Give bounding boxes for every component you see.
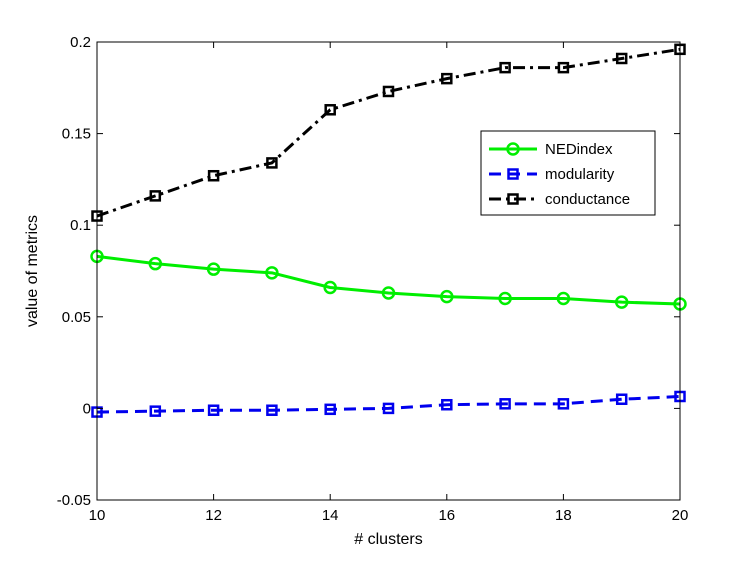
series-line xyxy=(96,47,681,218)
data-point-marker xyxy=(498,291,512,306)
data-point-marker xyxy=(557,61,570,74)
legend: NEDindex modularity conductance xyxy=(480,130,656,216)
y-tick-label: 0.15 xyxy=(62,126,91,143)
legend-label: NEDindex xyxy=(545,141,613,158)
legend-marker xyxy=(507,193,519,205)
data-point-marker xyxy=(148,256,163,271)
data-point-marker xyxy=(382,402,395,415)
data-point-marker xyxy=(207,169,220,182)
data-point-marker xyxy=(441,398,453,411)
legend-entry: conductance xyxy=(489,191,630,208)
plot-area-frame xyxy=(96,41,681,501)
data-point-marker xyxy=(499,61,511,74)
legend-entry: modularity xyxy=(489,166,615,183)
legend-label: conductance xyxy=(545,191,630,208)
data-point-marker xyxy=(206,262,221,276)
series-layer xyxy=(90,43,687,418)
y-tick-label: -0.05 xyxy=(57,492,91,509)
series-line xyxy=(96,394,681,414)
legend-entry: NEDindex xyxy=(489,141,613,158)
legend-label: modularity xyxy=(545,166,615,183)
data-point-marker xyxy=(149,190,162,202)
data-point-marker xyxy=(499,398,511,410)
y-tick-label: 0.1 xyxy=(70,217,91,234)
x-tick-label: 12 xyxy=(205,507,222,524)
x-tick-label: 14 xyxy=(322,507,339,524)
data-point-marker xyxy=(614,295,629,309)
data-point-marker xyxy=(381,286,396,300)
x-axis-label: # clusters xyxy=(354,531,422,548)
data-point-marker xyxy=(440,289,454,304)
data-point-marker xyxy=(615,393,628,405)
data-point-marker xyxy=(441,72,453,85)
data-point-marker xyxy=(266,404,278,416)
y-tick-label: 0 xyxy=(83,400,91,417)
data-point-marker xyxy=(265,266,279,280)
data-point-marker xyxy=(556,291,571,306)
x-tick-label: 10 xyxy=(89,507,106,524)
axis-ticks: 10 12 14 16 18 20 -0.05 0 0.05 0.1 0.15 0.2 xyxy=(57,34,689,524)
y-axis-label: value of metrics xyxy=(24,215,41,327)
data-point-marker xyxy=(266,157,278,169)
y-tick-label: 0.2 xyxy=(70,34,91,51)
data-point-marker xyxy=(382,85,395,98)
data-point-marker xyxy=(323,280,337,295)
series-nedindex xyxy=(90,249,687,311)
data-point-marker xyxy=(557,398,570,410)
data-point-marker xyxy=(324,403,336,416)
data-point-marker xyxy=(207,404,220,416)
legend-marker xyxy=(507,168,519,180)
data-point-marker xyxy=(615,52,628,65)
data-point-marker xyxy=(324,104,336,116)
x-tick-label: 18 xyxy=(555,507,572,524)
x-tick-label: 20 xyxy=(672,507,689,524)
legend-marker xyxy=(506,142,520,156)
x-tick-label: 16 xyxy=(438,507,455,524)
series-line xyxy=(96,254,681,306)
y-tick-label: 0.05 xyxy=(62,309,91,326)
data-point-marker xyxy=(149,405,162,417)
